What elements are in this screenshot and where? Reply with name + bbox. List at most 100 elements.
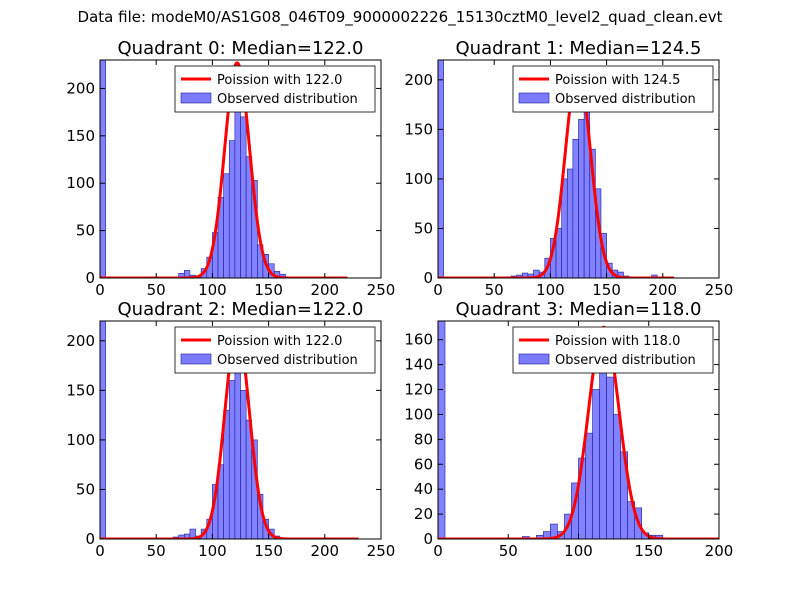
histogram-bar [100, 60, 106, 278]
y-tick-label: 150 [404, 120, 433, 138]
x-tick-label: 150 [592, 281, 621, 299]
histogram-bar [566, 168, 574, 278]
legend-bar-swatch [518, 92, 550, 104]
plot-area [100, 60, 349, 278]
histogram-bar [592, 389, 600, 539]
legend-label-observed: Observed distribution [217, 353, 358, 368]
y-tick-label: 0 [423, 269, 433, 287]
legend-label-observed: Observed distribution [555, 92, 696, 107]
y-tick-label: 100 [404, 405, 433, 423]
y-tick-label: 200 [66, 79, 95, 97]
subplot-title: Quadrant 2: Median=122.0 [118, 299, 364, 320]
subplot-quadrant-0: 0 50 100 150 200 250 0 50 100 150 200 Quadrant 0: M… [66, 38, 395, 299]
x-tick-label: 250 [367, 281, 396, 299]
legend-label-observed: Observed distribution [555, 353, 696, 368]
subplot-quadrant-3: 0 50 100 150 200 0 20 40 60 80 100 120 140 160 Quadran… [404, 299, 733, 560]
x-tick-label: 0 [433, 281, 443, 299]
y-tick-label: 100 [66, 431, 95, 449]
y-tick-label: 50 [76, 222, 95, 240]
x-tick-label: 50 [147, 542, 166, 560]
legend: Poission with 124.5 Observed distribution [512, 65, 714, 113]
x-tick-label: 100 [536, 281, 565, 299]
poisson-curve [100, 61, 349, 278]
legend-label-poisson: Poission with 118.0 [555, 334, 680, 349]
x-tick-label: 250 [367, 542, 396, 560]
histogram-bar [572, 138, 579, 278]
legend-box [512, 65, 714, 113]
x-tick-label: 0 [433, 542, 443, 560]
legend: Poission with 122.0 Observed distribution [174, 65, 376, 113]
x-tick-label: 50 [485, 281, 504, 299]
y-tick-label: 100 [404, 170, 433, 188]
y-tick-label: 160 [404, 331, 433, 349]
x-tick-label: 0 [95, 542, 105, 560]
x-tick-label: 200 [310, 542, 339, 560]
subplot-title: Quadrant 0: Median=122.0 [118, 38, 364, 59]
legend-bar-swatch [518, 353, 550, 365]
y-tick-label: 80 [414, 430, 433, 448]
subplot-quadrant-2: 0 50 100 150 200 250 0 50 100 150 200 Quadrant 2: M… [66, 299, 395, 560]
x-tick-label: 50 [499, 542, 518, 560]
histogram-bar [606, 376, 614, 539]
subplot-title: Quadrant 1: Median=124.5 [456, 38, 702, 59]
legend-label-observed: Observed distribution [217, 92, 358, 107]
legend-bar-swatch [180, 92, 212, 104]
legend-label-poisson: Poission with 122.0 [217, 73, 342, 88]
y-tick-label: 0 [423, 530, 433, 548]
x-tick-label: 150 [634, 542, 663, 560]
x-tick-label: 100 [198, 281, 227, 299]
histogram-bar [438, 60, 444, 278]
histogram-bar [100, 321, 106, 539]
y-tick-label: 150 [66, 381, 95, 399]
histogram-bar [240, 116, 247, 278]
figure-suptitle: Data file: modeM0/AS1G08_046T09_90000022… [77, 8, 723, 26]
y-tick-label: 200 [404, 71, 433, 89]
x-tick-label: 50 [147, 281, 166, 299]
axes-frame [99, 59, 382, 279]
y-tick-label: 150 [66, 127, 95, 145]
x-tick-label: 200 [705, 542, 734, 560]
histogram-bar [223, 173, 230, 278]
y-tick-label: 50 [76, 480, 95, 498]
y-tick-label: 50 [414, 219, 433, 237]
legend-box [512, 326, 714, 374]
axes-frame [437, 59, 720, 279]
legend-bar-swatch [180, 353, 212, 365]
y-tick-label: 100 [66, 174, 95, 192]
x-tick-label: 150 [254, 542, 283, 560]
y-tick-label: 200 [66, 332, 95, 350]
histogram-bar [234, 107, 241, 278]
histogram-bar [240, 390, 247, 539]
axes-frame [99, 320, 382, 540]
x-tick-label: 0 [95, 281, 105, 299]
x-tick-label: 250 [705, 281, 734, 299]
x-tick-label: 150 [254, 281, 283, 299]
x-tick-label: 200 [310, 281, 339, 299]
x-tick-label: 200 [648, 281, 677, 299]
legend-box [174, 326, 376, 374]
histogram-bar [578, 119, 585, 278]
x-tick-label: 100 [198, 542, 227, 560]
histogram-bar [228, 380, 236, 539]
subplot-title: Quadrant 3: Median=118.0 [456, 299, 702, 320]
y-tick-label: 40 [414, 480, 433, 498]
histogram-bar [599, 351, 607, 539]
legend: Poission with 122.0 Observed distribution [174, 326, 376, 374]
y-tick-label: 0 [85, 530, 95, 548]
y-tick-label: 60 [414, 455, 433, 473]
histogram-bar [228, 140, 236, 278]
histogram-bar [613, 414, 621, 539]
y-tick-label: 140 [404, 356, 433, 374]
y-tick-label: 0 [85, 269, 95, 287]
plot-area [438, 321, 719, 539]
y-tick-label: 120 [404, 381, 433, 399]
y-tick-label: 20 [414, 505, 433, 523]
histogram-bar [585, 432, 593, 539]
legend-label-poisson: Poission with 124.5 [555, 73, 680, 88]
x-tick-label: 100 [564, 542, 593, 560]
histogram-bar [438, 321, 446, 539]
legend-label-poisson: Poission with 122.0 [217, 334, 342, 349]
legend-box [174, 65, 376, 113]
legend: Poission with 118.0 Observed distribution [512, 326, 714, 374]
